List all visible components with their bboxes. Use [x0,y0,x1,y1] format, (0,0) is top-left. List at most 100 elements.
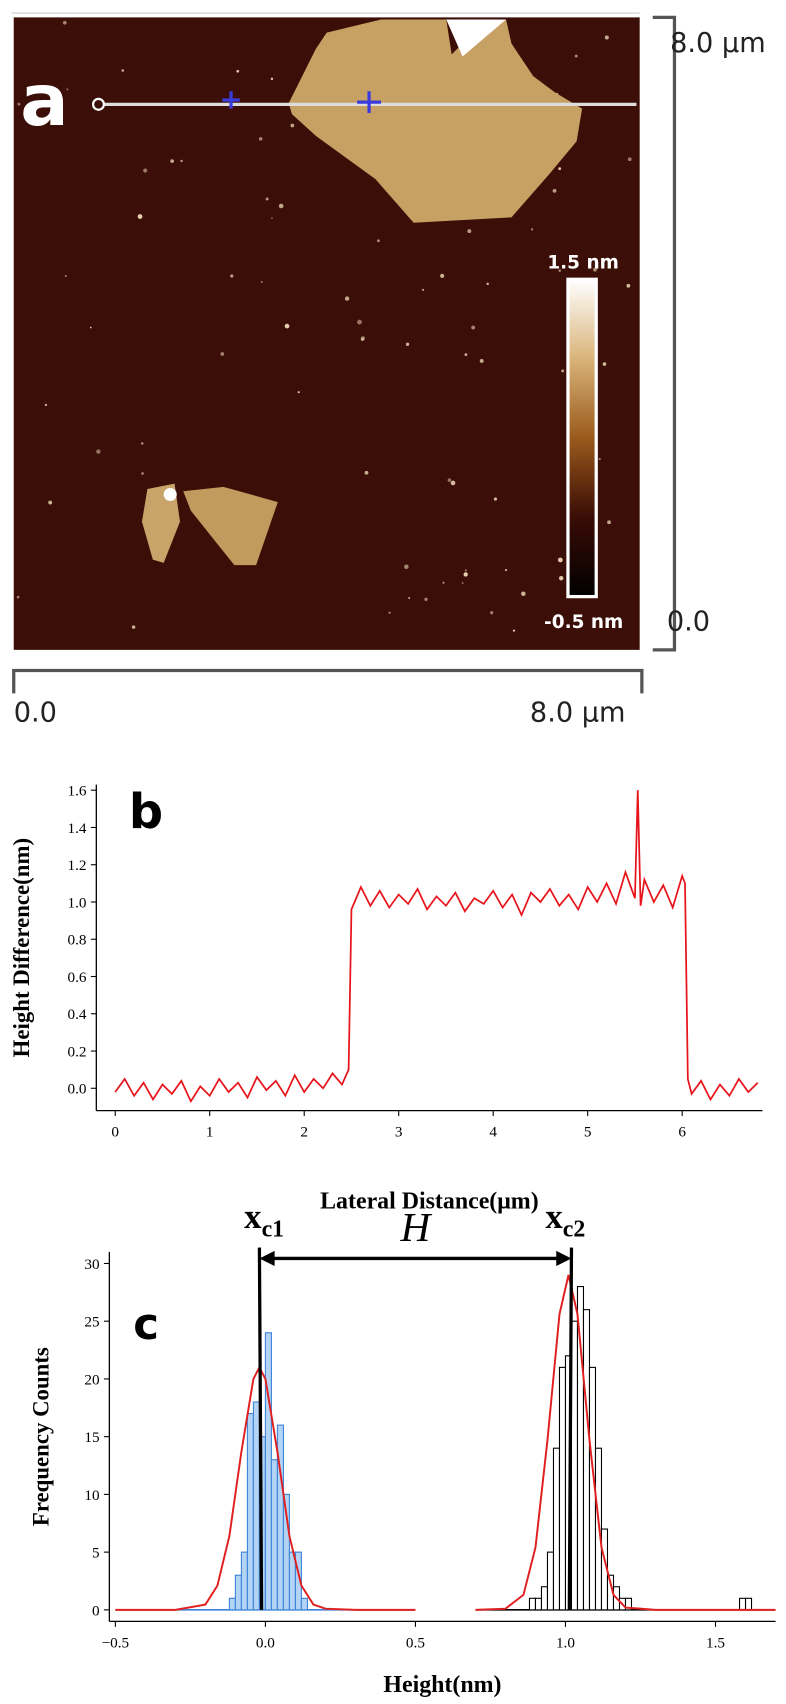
particle [271,217,273,220]
particle [464,569,467,572]
particle [131,625,136,629]
flake [183,486,278,566]
peak-label-base: x [244,1197,262,1236]
particle [467,229,472,234]
y-tick-label: 0.2 [68,1043,87,1060]
y-tick-label: 30 [84,1256,100,1273]
y-tick-label: 0.0 [68,1081,87,1098]
particle [404,564,409,570]
particle [602,362,607,366]
peak-marker [257,1247,264,1610]
flake-notch [446,19,507,57]
height-profile [114,790,759,1104]
particle [607,520,611,525]
particle [561,369,565,373]
particle [64,274,67,278]
y-scale-bottom: 0.0 [667,606,710,637]
x-scale-left: 0.0 [14,698,57,729]
particle [558,576,564,581]
scan-start [91,97,106,111]
particle [344,296,350,301]
particle [66,88,69,91]
particle [89,326,92,329]
particle [260,280,263,283]
particle [180,159,183,163]
particle [440,273,445,278]
particle [521,591,526,597]
x-tick-label: 3 [395,1124,403,1141]
particle [16,595,20,599]
y-scale-bracket [652,15,677,652]
y-tick-label: 15 [84,1429,99,1446]
particle [490,611,494,615]
peak-label: xc1 [244,1197,284,1243]
histogram-chart: 0 5 10 15 20 25 30 −0.5 0.0 0.5 1.0 1.5 Height(nm) Fr… [29,1197,776,1698]
particle [604,35,609,40]
peak-marker [567,1247,574,1610]
afm-panel: a 1.5 nm -0.5 nm 8.0 µm 0.0 0.0 8.0 µm [11,12,766,729]
colorbar [566,277,598,599]
cursor-marks [222,91,382,114]
histogram-bar [228,1597,236,1611]
histogram-bar [270,1459,278,1611]
particle [405,342,410,346]
x-tick-label: 5 [584,1124,592,1141]
particle [461,582,464,584]
y-tick-label: 25 [84,1314,99,1331]
histogram-bar [264,1332,272,1611]
x-tick-label: 0.0 [256,1634,275,1651]
x-axis-title: Height(nm) [383,1672,501,1698]
y-scale-top: 8.0 µm [670,28,766,59]
particle [598,457,601,461]
histogram-bar [738,1597,747,1611]
particle [479,359,484,363]
y-tick-label: 0.8 [68,932,87,949]
y-tick-label: 10 [84,1487,100,1504]
particle [463,572,468,577]
particle [486,282,489,286]
histogram-bar [252,1401,260,1611]
particle [357,319,362,325]
particle [388,611,391,614]
peak-label: xc2 [545,1197,585,1243]
y-tick-label: 0 [92,1602,100,1619]
particle [96,449,101,454]
x-tick-label: 4 [489,1124,497,1141]
histogram-bar [552,1447,561,1611]
y-axis-title: Height Difference(nm) [9,838,34,1057]
particle [290,123,295,128]
particle [48,500,53,505]
peak-label-base: x [545,1197,563,1236]
histogram-bar [558,1366,567,1611]
y-tick-label: 1.4 [68,820,87,837]
gaussian-fit [115,1365,416,1611]
colorbar-min: -0.5 nm [544,612,623,633]
x-tick-label: 0 [111,1124,119,1141]
particle [464,353,468,356]
histogram-bar [534,1597,543,1611]
particle [140,442,144,445]
histogram-bar [240,1551,248,1611]
particle [137,214,143,219]
y-tick-label: 1.6 [68,783,87,800]
particle [278,203,284,209]
particle [284,323,290,329]
histogram-bar [528,1597,537,1611]
particle [531,228,534,231]
x-tick-label: −0.5 [102,1634,130,1651]
y-tick-label: 0.6 [68,969,87,986]
x-tick-label: 1.0 [556,1634,575,1651]
particle [44,403,48,407]
x-tick-label: 1 [206,1124,214,1141]
colorbar-max: 1.5 nm [547,252,619,273]
separation-label: H [400,1204,433,1250]
particle [557,557,563,563]
particle [450,480,456,486]
particle [143,168,148,173]
particle [236,69,240,73]
histogram-bar [246,1413,254,1611]
particle [627,157,632,162]
